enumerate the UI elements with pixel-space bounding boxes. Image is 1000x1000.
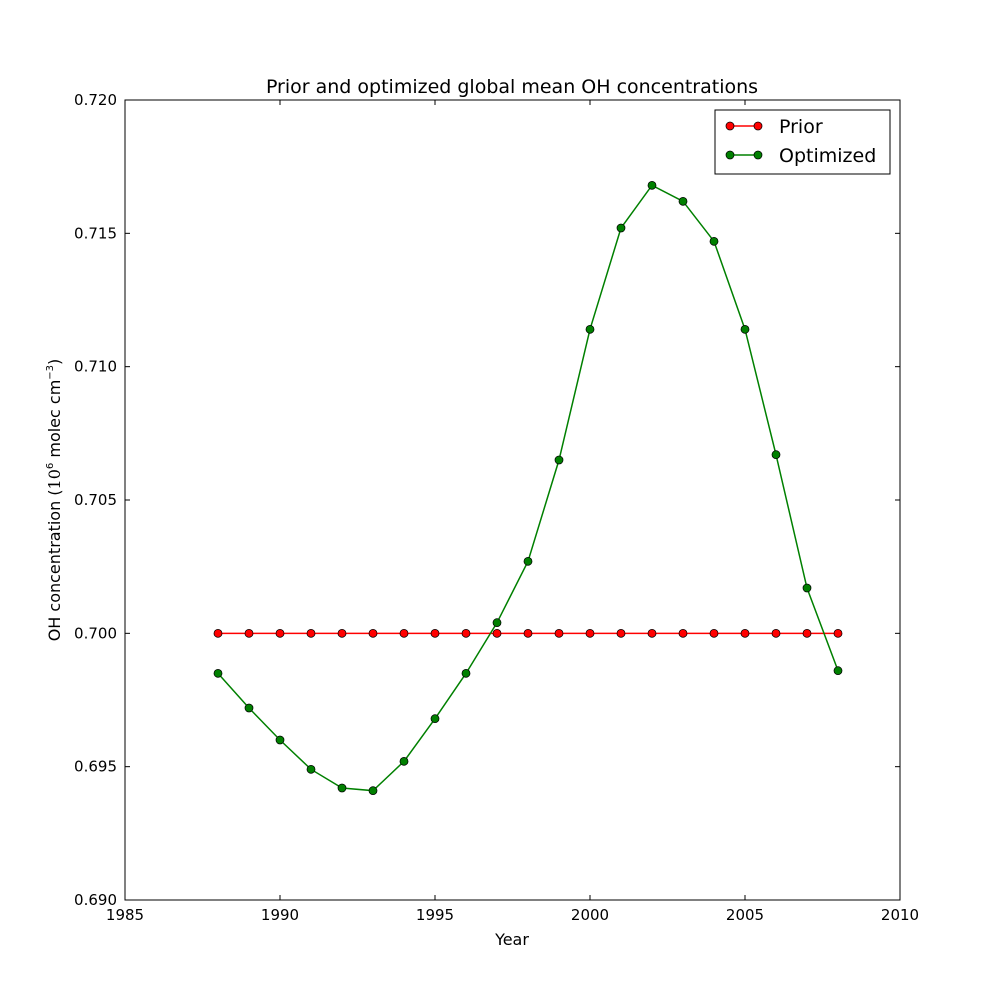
data-point-prior (740, 628, 750, 638)
x-tick-label: 2005 (726, 906, 764, 924)
data-point-prior (616, 628, 626, 638)
data-point-prior (337, 628, 347, 638)
y-tick-label: 0.710 (74, 358, 117, 376)
axis-ticks: 1985 1990 1995 2000 2005 2010 0.690 0.695 0.700 0… (74, 91, 919, 924)
data-point-optimized (492, 618, 502, 628)
data-point-prior (802, 628, 812, 638)
data-point-optimized (430, 714, 440, 724)
data-point-optimized (709, 236, 719, 246)
data-point-prior (678, 628, 688, 638)
data-point-prior (554, 628, 564, 638)
plot-area (124, 99, 901, 901)
data-point-prior (306, 628, 316, 638)
legend-marker-optimized (753, 150, 763, 160)
data-point-optimized (802, 583, 812, 593)
legend: Prior Optimized (714, 109, 891, 175)
data-point-prior (523, 628, 533, 638)
y-tick-label: 0.695 (74, 758, 117, 776)
data-point-prior (647, 628, 657, 638)
legend-marker-optimized (725, 150, 735, 160)
series-layer (213, 180, 843, 796)
data-point-prior (771, 628, 781, 638)
x-tick-label: 1990 (261, 906, 299, 924)
legend-box (714, 109, 891, 175)
y-tick-label: 0.700 (74, 624, 117, 642)
data-point-optimized (740, 324, 750, 334)
data-point-prior (709, 628, 719, 638)
legend-marker-prior (753, 121, 763, 131)
data-point-prior (585, 628, 595, 638)
data-point-prior (275, 628, 285, 638)
x-tick-label: 2000 (571, 906, 609, 924)
data-point-optimized (523, 556, 533, 566)
data-point-prior (213, 628, 223, 638)
y-tick-label: 0.705 (74, 491, 117, 509)
data-point-optimized (244, 703, 254, 713)
data-point-prior (461, 628, 471, 638)
x-tick-label: 2010 (881, 906, 919, 924)
data-point-optimized (771, 450, 781, 460)
data-point-optimized (213, 668, 223, 678)
data-point-optimized (399, 756, 409, 766)
data-point-prior (244, 628, 254, 638)
legend-label-prior: Prior (779, 116, 823, 138)
data-point-optimized (306, 764, 316, 774)
y-tick-label: 0.690 (74, 891, 117, 909)
data-point-optimized (337, 783, 347, 793)
data-point-prior (368, 628, 378, 638)
data-point-prior (833, 628, 843, 638)
y-tick-label: 0.720 (74, 91, 117, 109)
data-point-optimized (585, 324, 595, 334)
legend-label-optimized: Optimized (779, 145, 876, 167)
data-point-prior (399, 628, 409, 638)
data-point-optimized (833, 666, 843, 676)
y-axis-label: OH concentration (106 molec cm−3) (45, 359, 64, 642)
data-point-optimized (616, 223, 626, 233)
data-point-optimized (368, 786, 378, 796)
data-point-optimized (647, 180, 657, 190)
data-point-optimized (678, 196, 688, 206)
y-tick-label: 0.715 (74, 224, 117, 242)
data-point-prior (430, 628, 440, 638)
legend-marker-prior (725, 121, 735, 131)
chart-title: Prior and optimized global mean OH conce… (266, 76, 758, 98)
data-point-optimized (554, 455, 564, 465)
data-point-prior (492, 628, 502, 638)
data-point-optimized (461, 668, 471, 678)
x-tick-label: 1995 (416, 906, 454, 924)
x-axis-label: Year (494, 930, 529, 949)
x-tick-label: 1985 (106, 906, 144, 924)
data-point-optimized (275, 735, 285, 745)
